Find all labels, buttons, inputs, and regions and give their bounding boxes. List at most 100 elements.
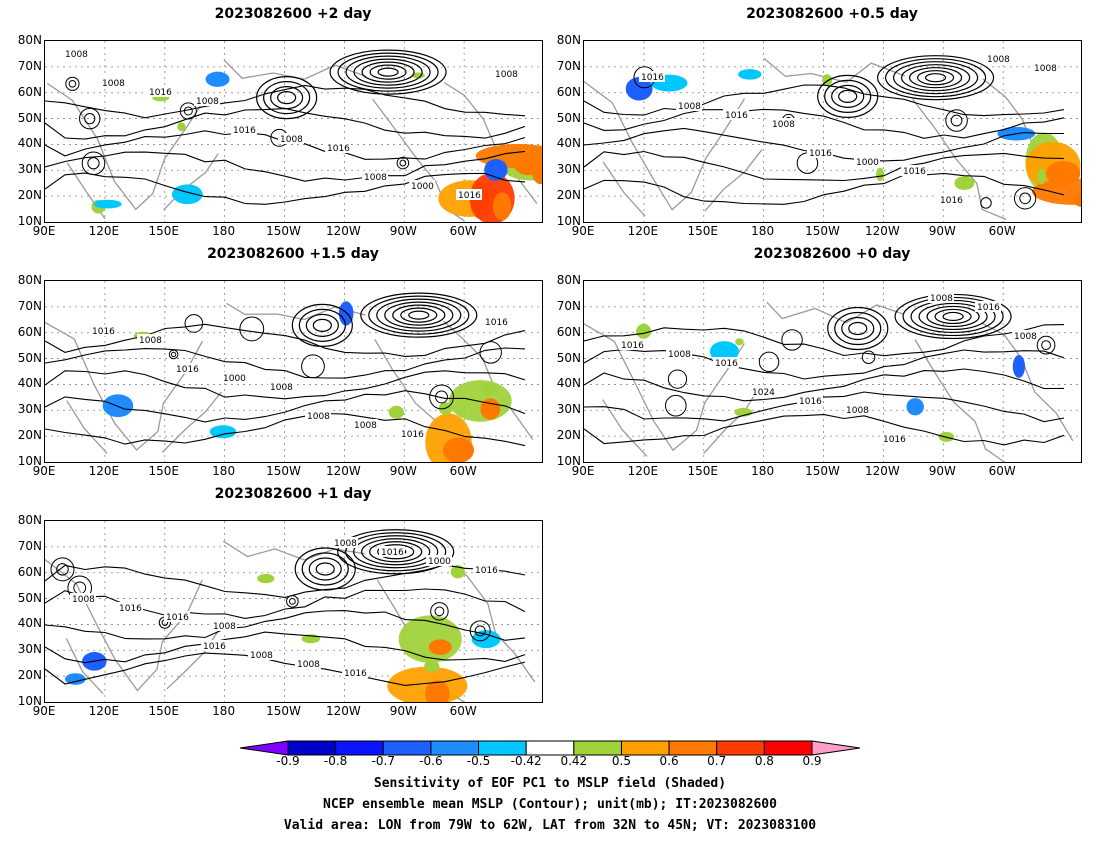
lon-tick-label: 60W xyxy=(449,224,477,238)
lon-tick-label: 90W xyxy=(928,464,956,478)
contour-label: 1024 xyxy=(752,388,775,398)
lon-tick-label: 90E xyxy=(571,224,595,238)
panel-title: 2023082600 +2 day xyxy=(214,6,372,22)
lon-tick-label: 120W xyxy=(326,704,361,718)
contour-label: 1000 xyxy=(411,182,434,192)
lon-tick-label: 150E xyxy=(148,224,180,238)
lat-tick-label: 60N xyxy=(17,84,42,99)
contour-label: 1016 xyxy=(725,111,748,121)
contour-label: 1008 xyxy=(772,120,795,130)
lat-tick-label: 70N xyxy=(17,538,42,553)
contour-label: 1008 xyxy=(65,50,88,60)
lat-tick-label: 30N xyxy=(17,162,42,177)
lat-tick-label: 10N xyxy=(17,694,42,708)
contour-label: 1016 xyxy=(485,318,508,328)
contour-label: 1016 xyxy=(883,435,906,445)
contour-label: 1016 xyxy=(940,196,963,206)
contour-label: 1008 xyxy=(270,383,293,393)
lat-tick-label: 80N xyxy=(556,273,581,287)
lon-tick-label: 120W xyxy=(326,464,361,478)
contour-label: 1008 xyxy=(139,336,162,346)
lat-tick-label: 10N xyxy=(17,214,42,228)
caption-line-3: Valid area: LON from 79W to 62W, LAT fro… xyxy=(283,818,817,833)
lat-tick-label: 70N xyxy=(556,58,581,73)
contour-label: 1016 xyxy=(92,327,115,337)
lat-tick-label: 20N xyxy=(556,188,581,203)
contour-label: 1016 xyxy=(903,167,926,177)
lat-tick-label: 20N xyxy=(17,668,42,683)
contour-label: 1008 xyxy=(987,55,1010,65)
lon-tick-label: 150W xyxy=(805,224,840,238)
contour-label: 1016 xyxy=(166,613,189,623)
map-graphic: 1008 1008 1016 1016 1016 1008 1000 1008 1016 1008… xyxy=(45,41,542,222)
map-graphic: 1016 1008 1016 1008 1016 1008 1016 1024 1016 1008 xyxy=(584,281,1081,462)
lat-tick-label: 70N xyxy=(17,58,42,73)
lon-tick-label: 150E xyxy=(148,464,180,478)
contour-label: 1008 xyxy=(1014,332,1037,342)
map-graphic: 1008 1016 1016 1016 1008 1000 1016 1008 1016 1008… xyxy=(45,521,542,702)
colorbar-tick-label: 0.42 xyxy=(560,754,588,768)
contour-label: 1008 xyxy=(495,70,518,80)
lon-tick-label: 150E xyxy=(148,704,180,718)
contour-label: 1008 xyxy=(213,622,236,632)
lon-tick-label: 120E xyxy=(627,464,659,478)
colorbar-tick-label: 0.7 xyxy=(707,754,727,768)
lon-tick-label: 60W xyxy=(988,464,1016,478)
contour-label: 1008 xyxy=(678,102,701,112)
panel-title: 2023082600 +0.5 day xyxy=(746,6,918,22)
lon-tick-label: 150E xyxy=(687,224,719,238)
lat-tick-label: 70N xyxy=(556,298,581,313)
lon-tick-label: 60W xyxy=(449,464,477,478)
contour-label: 1016 xyxy=(327,144,350,154)
lon-tick-label: 180 xyxy=(751,224,775,238)
contour-label: 1016 xyxy=(809,149,832,159)
lon-tick-label: 90W xyxy=(928,224,956,238)
lon-tick-label: 90W xyxy=(389,224,417,238)
colorbar-tick-label: 0.5 xyxy=(611,754,631,768)
lon-tick-label: 120E xyxy=(88,704,120,718)
contour-label: 1016 xyxy=(381,548,404,558)
contour-label: 1008 xyxy=(668,350,691,360)
lon-tick-label: 90W xyxy=(389,464,417,478)
lon-tick-label: 90E xyxy=(32,464,56,478)
contour-label: 1008 xyxy=(364,173,387,183)
colorbar-tick-label: -0.9 xyxy=(276,754,300,768)
contour-label: 1016 xyxy=(176,365,199,375)
contour-label: 1016 xyxy=(458,191,481,201)
lat-tick-label: 80N xyxy=(556,33,581,47)
lat-tick-label: 40N xyxy=(17,616,42,631)
map-panel: 1008 1008 1016 1016 1016 1008 1000 1008 1016 1008… xyxy=(44,40,543,223)
lat-tick-label: 30N xyxy=(17,402,42,417)
contour-label: 1016 xyxy=(641,73,664,83)
contour-label: 1016 xyxy=(149,88,172,98)
colorbar-tick-label: -0.8 xyxy=(323,754,348,768)
lat-tick-label: 40N xyxy=(17,136,42,151)
lon-tick-label: 90E xyxy=(32,704,56,718)
map-panel: 1008 1016 1016 1016 1008 1000 1016 1008 1016 1008… xyxy=(44,520,543,703)
panel-title: 2023082600 +1.5 day xyxy=(207,246,379,262)
lat-tick-label: 20N xyxy=(17,428,42,443)
lat-tick-label: 10N xyxy=(17,454,42,468)
lat-tick-label: 80N xyxy=(17,33,42,47)
lat-tick-label: 30N xyxy=(556,162,581,177)
colorbar-graphic xyxy=(239,740,861,756)
contour-label: 1000 xyxy=(223,374,246,384)
lon-tick-label: 150W xyxy=(266,464,301,478)
contour-label: 1008 xyxy=(354,421,377,431)
lat-tick-label: 20N xyxy=(17,188,42,203)
colorbar-tick-label: 0.9 xyxy=(802,754,822,768)
contour-label: 1008 xyxy=(307,412,330,422)
contour-label: 1008 xyxy=(846,406,869,416)
lat-tick-label: 50N xyxy=(17,590,42,605)
lat-tick-label: 50N xyxy=(556,110,581,125)
contour-label: 1008 xyxy=(297,660,320,670)
lon-tick-label: 150W xyxy=(266,704,301,718)
contour-label: 1016 xyxy=(401,430,424,440)
lon-tick-label: 150W xyxy=(805,464,840,478)
lat-tick-label: 40N xyxy=(17,376,42,391)
contour-label: 1008 xyxy=(196,97,219,107)
colorbar: -0.9 -0.8 -0.7 -0.6 -0.5 -0.42 0.42 0.5 0.6 0.7 0.… xyxy=(239,740,861,780)
lon-tick-label: 120E xyxy=(627,224,659,238)
colorbar-tick-label: -0.7 xyxy=(371,754,395,768)
lon-tick-label: 90W xyxy=(389,704,417,718)
